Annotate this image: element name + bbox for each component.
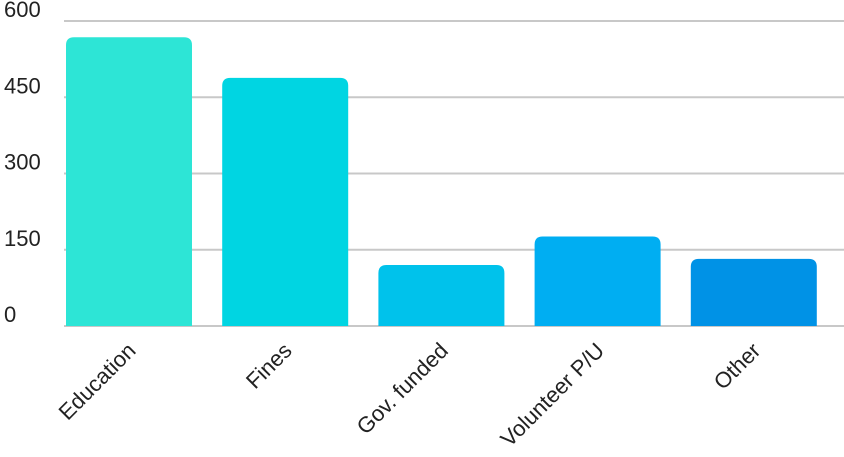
bar-fines — [222, 78, 348, 326]
y-tick-label: 150 — [4, 226, 41, 251]
y-tick-label: 600 — [4, 0, 41, 22]
y-tick-label: 450 — [4, 73, 41, 98]
x-axis-labels: Education Fines Gov. funded Volunteer P/U Ot… — [54, 338, 766, 452]
y-axis-ticks: 0 150 300 450 600 — [4, 0, 41, 327]
bar-education — [66, 37, 192, 326]
x-tick-label: Gov. funded — [352, 338, 453, 439]
y-tick-label: 0 — [4, 302, 16, 327]
bar-gov-funded — [378, 265, 504, 326]
bars — [66, 37, 817, 326]
x-tick-label: Volunteer P/U — [495, 338, 609, 452]
x-tick-label: Education — [54, 338, 141, 425]
y-tick-label: 300 — [4, 150, 41, 175]
bar-volunteer-p-u — [535, 237, 661, 326]
x-tick-label: Other — [709, 338, 766, 395]
bar-other — [691, 259, 817, 326]
x-tick-label: Fines — [241, 338, 297, 394]
